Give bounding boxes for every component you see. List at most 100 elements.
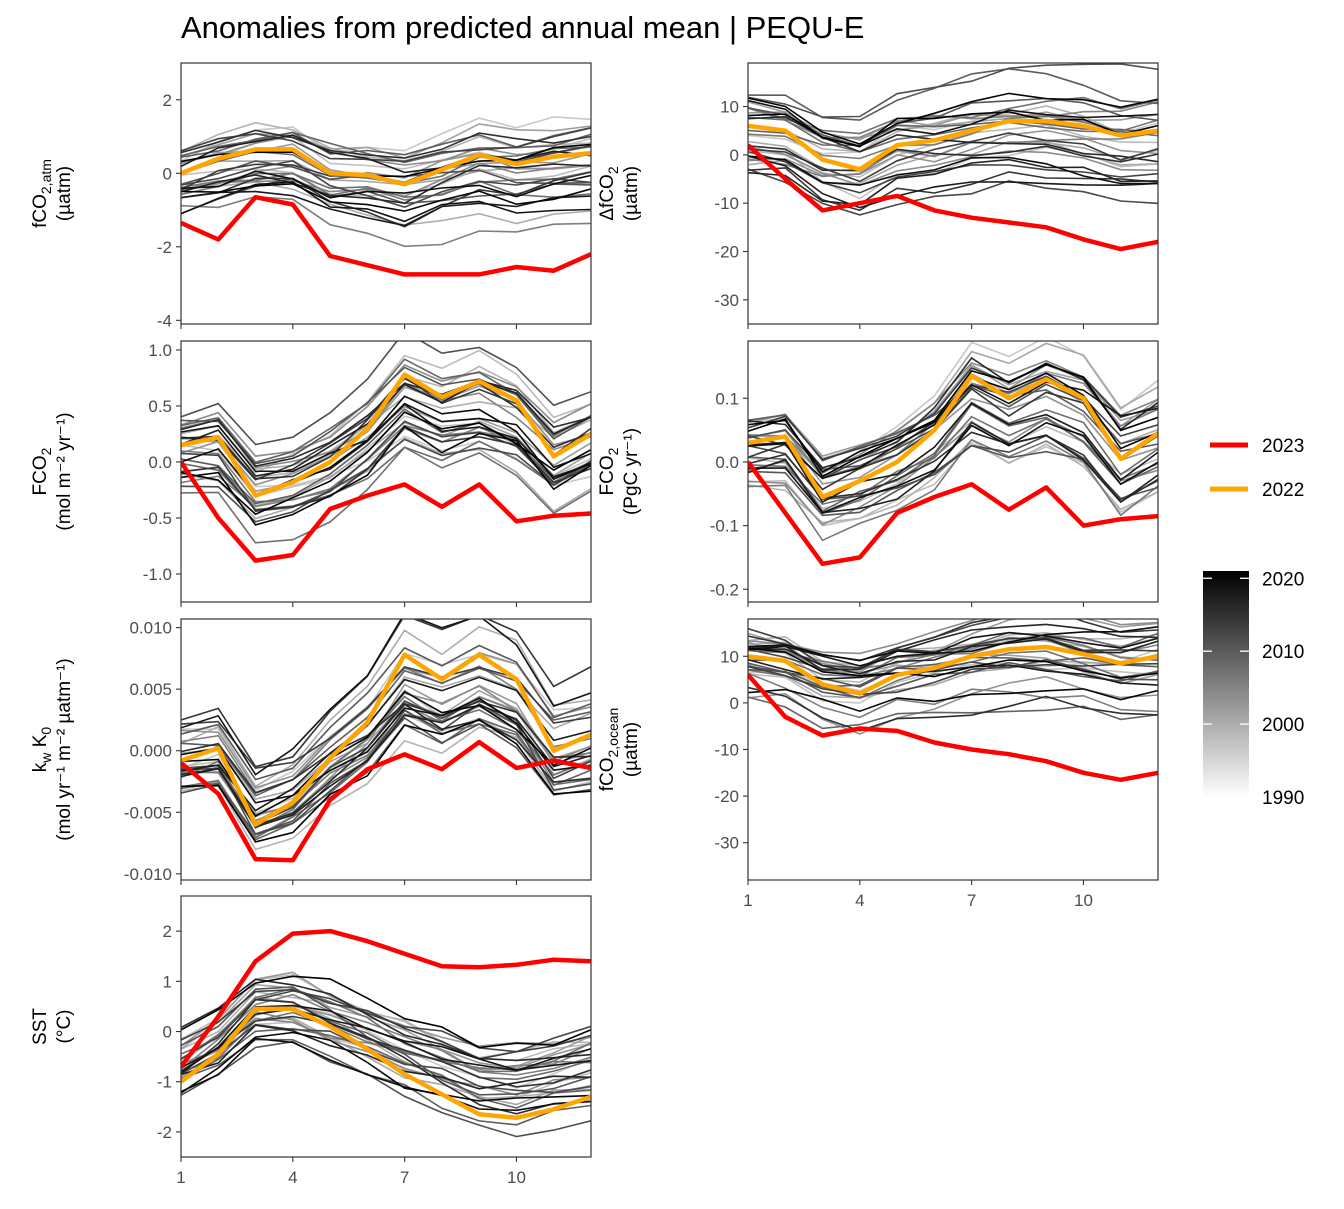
year-line: [748, 623, 1158, 671]
series-line-2022: [181, 652, 591, 827]
year-line: [748, 653, 1158, 699]
y-axis-unit: (µatm): [54, 166, 75, 221]
year-line: [181, 446, 591, 544]
y-tick-label: 0.000: [129, 742, 172, 761]
panel-frame: [180, 895, 592, 1158]
year-line: [748, 145, 1158, 172]
year-line: [181, 129, 591, 159]
y-tick-label: -0.2: [710, 580, 739, 599]
y-axis-unit: (mol m⁻² yr⁻¹): [54, 412, 75, 530]
series-line-2023: [748, 143, 1158, 252]
panel-lines: [748, 63, 1158, 252]
year-line: [748, 395, 1158, 485]
panel-fco2ocean: 10 0 -10 -20 -30 1 4 7 10 fCO2,ocean (µatm): [597, 618, 1159, 910]
y-tick-label: 2: [163, 922, 172, 941]
year-line: [181, 163, 591, 205]
y-axis-label: kw K0: [30, 727, 54, 773]
year-line: [748, 661, 1158, 699]
panel-dfco2: 10 0 -10 -20 -30 ΔfCO2 (µatm): [597, 62, 1159, 329]
x-tick-label: 4: [855, 891, 864, 910]
year-line: [748, 631, 1158, 667]
year-line: [181, 716, 591, 835]
y-tick-label: -10: [714, 194, 739, 213]
y-axis-label: fCO2,ocean: [597, 708, 621, 792]
colorbar-tick-label: 2020: [1262, 569, 1304, 590]
year-line: [181, 1031, 591, 1102]
year-line: [748, 132, 1158, 183]
year-line: [181, 1023, 591, 1094]
y-tick-label: 0.0: [715, 453, 739, 472]
y-tick-label: -4: [157, 311, 172, 330]
year-line: [181, 676, 591, 812]
year-line: [748, 421, 1158, 514]
y-axis-label: ΔfCO2: [597, 166, 621, 220]
y-tick-label: -0.1: [710, 517, 739, 536]
y-tick-label: 0.005: [129, 680, 172, 699]
year-line: [181, 170, 591, 199]
y-tick-label: 0: [730, 146, 739, 165]
panel-fco2atm: 2 0 -2 -4 fCO2,atm (µatm): [30, 62, 592, 330]
panel-fco2_area: 1.0 0.5 0.0 -0.5 -1.0 FCO2 (mol m⁻² yr⁻¹): [30, 340, 592, 607]
year-line: [181, 644, 591, 781]
y-tick-label: 2: [163, 91, 172, 110]
panel-frame: [180, 340, 592, 603]
series-line-2022: [748, 118, 1158, 172]
year-line: [181, 983, 591, 1073]
colorbar-tick-label: 2000: [1262, 715, 1304, 736]
panel-fco2_pg: 0.1 0.0 -0.1 -0.2 FCO2 (PgC yr⁻¹): [597, 340, 1159, 607]
year-line: [748, 67, 1158, 121]
x-tick-label: 4: [288, 1168, 297, 1187]
y-axis-label: fCO2,atm: [30, 159, 54, 228]
year-line: [181, 978, 591, 1062]
legend-label-2023: 2023: [1262, 436, 1304, 457]
year-line: [181, 697, 591, 804]
year-line: [181, 988, 591, 1060]
y-axis-unit: (mol yr⁻¹ m⁻² µatm⁻¹): [54, 658, 75, 840]
year-line: [748, 627, 1158, 669]
year-line: [748, 155, 1158, 209]
y-tick-label: 10: [720, 98, 739, 117]
y-tick-label: -0.010: [124, 865, 172, 884]
year-line: [748, 105, 1158, 153]
y-tick-label: 0: [730, 694, 739, 713]
y-tick-label: 0.0: [148, 453, 172, 472]
year-line: [181, 975, 591, 1049]
y-tick-label: -10: [714, 741, 739, 760]
panel-frame: [180, 618, 592, 881]
y-axis-label: FCO2: [597, 447, 621, 495]
year-line: [181, 182, 591, 212]
y-tick-label: 10: [720, 647, 739, 666]
series-line-2022: [181, 147, 591, 187]
year-line: [748, 92, 1158, 145]
y-tick-label: -0.005: [124, 803, 172, 822]
year-line: [748, 626, 1158, 662]
y-tick-label: 0: [163, 164, 172, 183]
year-line: [748, 356, 1158, 469]
year-line: [748, 688, 1158, 713]
chart-title: Anomalies from predicted annual mean | P…: [181, 10, 865, 45]
x-tick-label: 7: [967, 891, 976, 910]
year-line: [181, 195, 591, 248]
year-line: [748, 647, 1158, 679]
year-line: [748, 155, 1158, 186]
year-line: [181, 619, 591, 776]
panel-kwk0: 0.010 0.005 0.000 -0.005 -0.010 kw K0 (mol yr⁻…: [30, 618, 592, 885]
year-line: [748, 364, 1158, 461]
year-line: [748, 672, 1158, 719]
series-line-2022: [748, 373, 1158, 500]
colorbar-tick-label: 2010: [1262, 642, 1304, 663]
y-axis-unit: (µatm): [621, 722, 642, 777]
y-tick-label: -30: [714, 834, 739, 853]
year-line: [181, 717, 591, 841]
year-line: [748, 167, 1158, 212]
x-tick-label: 1: [176, 1168, 185, 1187]
y-tick-label: 0.010: [129, 619, 172, 638]
year-line: [748, 662, 1158, 696]
panel-lines: [181, 341, 591, 563]
year-line: [748, 619, 1158, 655]
panel-lines: [748, 619, 1158, 783]
year-line: [748, 438, 1158, 542]
y-tick-label: -20: [714, 787, 739, 806]
series-line-2023: [181, 460, 591, 563]
